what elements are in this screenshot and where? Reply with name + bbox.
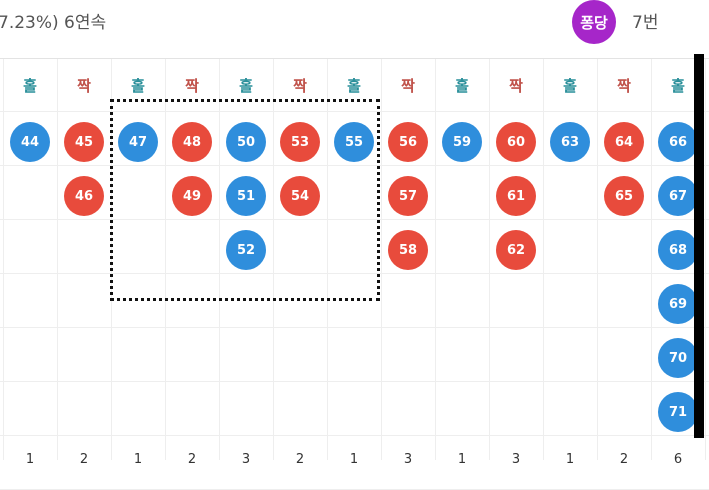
odd-even-board: 홀 44 1 짝 45 46 2 홀 47 1 짝 48 49 2 홀 50 51 52 3 짝 53 54 2 홀 55 1 짝 5… — [0, 59, 709, 490]
result-ball-even: 46 — [64, 176, 104, 216]
result-ball-odd: 67 — [658, 176, 698, 216]
column-header-even: 짝 — [293, 77, 307, 95]
column-header-even: 짝 — [77, 77, 91, 95]
result-ball-even: 61 — [496, 176, 536, 216]
pongdang-badge[interactable]: 퐁당 — [572, 0, 616, 44]
column-header-odd: 홀 — [455, 77, 469, 95]
result-ball-odd: 50 — [226, 122, 266, 162]
grid-row-line — [0, 327, 709, 328]
grid-column-line — [327, 59, 328, 460]
result-ball-odd: 51 — [226, 176, 266, 216]
result-ball-even: 48 — [172, 122, 212, 162]
column-header-odd: 홀 — [131, 77, 145, 95]
grid-column-line — [165, 59, 166, 460]
result-ball-even: 65 — [604, 176, 644, 216]
result-ball-odd: 70 — [658, 338, 698, 378]
grid-column-line — [489, 59, 490, 460]
grid-row-line — [0, 111, 709, 112]
column-header-even: 짝 — [401, 77, 415, 95]
selection-highlight-box — [110, 99, 380, 301]
grid-row-line — [0, 219, 709, 220]
result-ball-even: 60 — [496, 122, 536, 162]
result-ball-even: 53 — [280, 122, 320, 162]
grid-column-line — [705, 59, 706, 460]
grid-column-line — [273, 59, 274, 460]
grid-column-line — [597, 59, 598, 460]
result-ball-odd: 63 — [550, 122, 590, 162]
column-header-odd: 홀 — [563, 77, 577, 95]
result-ball-odd: 68 — [658, 230, 698, 270]
result-ball-odd: 71 — [658, 392, 698, 432]
grid-column-line — [3, 59, 4, 460]
column-header-odd: 홀 — [239, 77, 253, 95]
result-ball-even: 58 — [388, 230, 428, 270]
column-header-even: 짝 — [509, 77, 523, 95]
grid-column-line — [381, 59, 382, 460]
grid-column-line — [57, 59, 58, 460]
column-header-even: 짝 — [185, 77, 199, 95]
grid-row-line — [0, 273, 709, 274]
result-ball-odd: 55 — [334, 122, 374, 162]
result-ball-odd: 44 — [10, 122, 50, 162]
result-ball-even: 49 — [172, 176, 212, 216]
column-header-odd: 홀 — [347, 77, 361, 95]
grid-column-line — [651, 59, 652, 460]
streak-stats-text: 7.23%) 6연속 — [0, 13, 107, 33]
result-ball-odd: 52 — [226, 230, 266, 270]
grid-row-line — [0, 165, 709, 166]
result-ball-even: 64 — [604, 122, 644, 162]
result-ball-even: 54 — [280, 176, 320, 216]
result-ball-even: 57 — [388, 176, 428, 216]
grid-column-line — [219, 59, 220, 460]
grid-column-line — [543, 59, 544, 460]
column-header-even: 짝 — [617, 77, 631, 95]
column-header-odd: 홀 — [671, 77, 685, 95]
result-ball-even: 56 — [388, 122, 428, 162]
result-ball-odd: 66 — [658, 122, 698, 162]
pongdang-count: 7번 — [632, 13, 659, 33]
grid-column-line — [435, 59, 436, 460]
grid-row-line — [0, 435, 709, 436]
result-ball-odd: 59 — [442, 122, 482, 162]
column-header-odd: 홀 — [23, 77, 37, 95]
result-ball-even: 62 — [496, 230, 536, 270]
result-ball-even: 45 — [64, 122, 104, 162]
current-column-marker — [694, 54, 704, 438]
result-ball-odd: 47 — [118, 122, 158, 162]
result-ball-odd: 69 — [658, 284, 698, 324]
grid-top-divider — [0, 58, 709, 59]
grid-row-line — [0, 381, 709, 382]
